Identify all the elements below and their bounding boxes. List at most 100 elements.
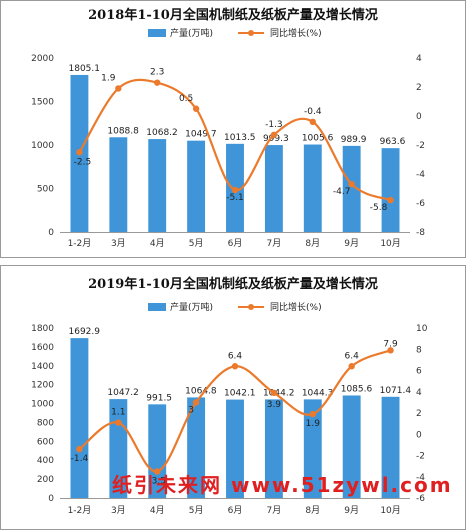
line-value-label: -1.3: [265, 120, 283, 130]
line-value-label: -5.8: [370, 203, 388, 213]
bar: [148, 404, 167, 498]
line-value-label: 7.9: [383, 339, 398, 349]
x-tick-label: 1-2月: [68, 505, 92, 516]
line-value-label: 6.4: [228, 351, 243, 361]
x-tick-label: 5月: [189, 505, 204, 516]
y-left-tick-label: 1000: [31, 400, 54, 410]
y-right-tick-label: -4: [416, 170, 425, 180]
x-tick-label: 8月: [305, 238, 320, 249]
bar-value-label: 1088.8: [107, 126, 139, 136]
bar: [342, 145, 361, 232]
line-point: [192, 105, 200, 112]
x-tick-label: 9月: [344, 238, 359, 249]
x-tick-label: 1-2月: [68, 238, 92, 249]
line-value-label: 2.3: [150, 68, 164, 78]
y-left-tick-label: 0: [48, 228, 54, 238]
bar: [381, 396, 400, 498]
y-right-tick-label: 2: [416, 409, 422, 419]
bar-value-label: 989.9: [341, 135, 367, 145]
bar: [226, 399, 244, 498]
y-left-tick-label: 1000: [31, 141, 54, 151]
legend-label-bars: 产量(万吨): [170, 301, 213, 313]
line-value-label: 0.5: [179, 94, 193, 104]
x-tick-label: 4月: [150, 238, 165, 249]
bar-value-label: 1805.1: [69, 64, 101, 74]
bar-value-label: 1047.2: [107, 388, 139, 398]
y-right-tick-label: 6: [416, 367, 422, 377]
line-value-label: 3.9: [267, 400, 282, 410]
line-point: [270, 389, 278, 397]
line-point: [387, 347, 394, 354]
legend-marker-line: [248, 304, 254, 310]
line-point: [348, 363, 355, 370]
x-tick-label: 4月: [150, 505, 165, 516]
y-left-tick-label: 400: [37, 456, 54, 466]
line-point: [76, 149, 83, 156]
x-tick-label: 6月: [228, 505, 243, 516]
x-tick-label: 3月: [111, 505, 126, 516]
y-left-tick-label: 500: [37, 185, 54, 195]
bar-value-label: 991.5: [146, 393, 172, 403]
x-tick-label: 9月: [344, 505, 359, 516]
bar: [381, 148, 400, 232]
y-left-tick-label: 2000: [31, 54, 54, 64]
bar-value-label: 1044.2: [263, 388, 295, 398]
bar-value-label: 1085.6: [341, 384, 373, 394]
line-value-label: 6.4: [345, 351, 360, 361]
line-point: [309, 410, 316, 418]
bar-value-label: 1692.9: [69, 327, 101, 337]
y-right-tick-label: 0: [416, 112, 422, 122]
line-value-label: -0.4: [304, 107, 322, 117]
y-right-tick-label: 0: [416, 430, 422, 440]
line-point: [115, 419, 122, 426]
x-tick-label: 5月: [189, 238, 204, 249]
x-tick-label: 7月: [267, 238, 282, 249]
y-right-tick-label: -6: [416, 199, 425, 209]
bar-value-label: 1071.4: [380, 386, 412, 396]
line-point: [348, 180, 355, 188]
bar: [187, 140, 206, 232]
watermark-text: 纸引未来网 www.51zywl.com: [112, 473, 453, 497]
legend-marker-line: [248, 30, 254, 36]
line-point: [231, 363, 239, 370]
bar: [109, 137, 128, 232]
y-right-tick-label: -2: [416, 141, 425, 151]
y-right-tick-label: 2: [416, 83, 422, 93]
y-right-tick-label: -8: [416, 228, 425, 238]
y-right-tick-label: -4: [416, 473, 425, 483]
y-left-tick-label: 1200: [31, 381, 54, 391]
line-point: [115, 85, 122, 92]
line-point: [154, 79, 161, 86]
y-left-tick-label: 1800: [31, 324, 54, 334]
line-value-label: -1.4: [71, 454, 89, 464]
bar: [303, 144, 322, 232]
line-value-label: -4.7: [333, 187, 351, 197]
y-left-tick-label: 600: [37, 437, 54, 447]
bar-value-label: 1064.8: [185, 386, 217, 396]
bar: [342, 395, 361, 498]
y-left-tick-label: 200: [37, 475, 54, 485]
bar: [264, 399, 283, 498]
line-value-label: 1.9: [306, 419, 321, 429]
x-tick-label: 3月: [111, 238, 126, 249]
x-tick-label: 8月: [305, 505, 320, 516]
bar: [148, 139, 167, 232]
y-right-tick-label: 10: [416, 324, 428, 334]
bar-value-label: 1042.1: [224, 389, 256, 399]
legend-label-line: 同比增长(%): [270, 27, 322, 39]
legend-label-bars: 产量(万吨): [170, 27, 213, 39]
chart-title: 2019年1-10月全国机制纸及纸板产量及增长情况: [88, 276, 378, 292]
line-point: [192, 399, 200, 406]
bar: [264, 145, 283, 232]
legend-swatch-bars: [148, 303, 166, 311]
bar: [109, 399, 128, 498]
legend-label-line: 同比增长(%): [270, 301, 322, 313]
bar-value-label: 1013.5: [224, 133, 256, 143]
bar-value-label: 1005.6: [302, 134, 334, 144]
line-point: [270, 131, 278, 139]
line-value-label: 3: [188, 405, 194, 415]
bar: [303, 399, 322, 498]
